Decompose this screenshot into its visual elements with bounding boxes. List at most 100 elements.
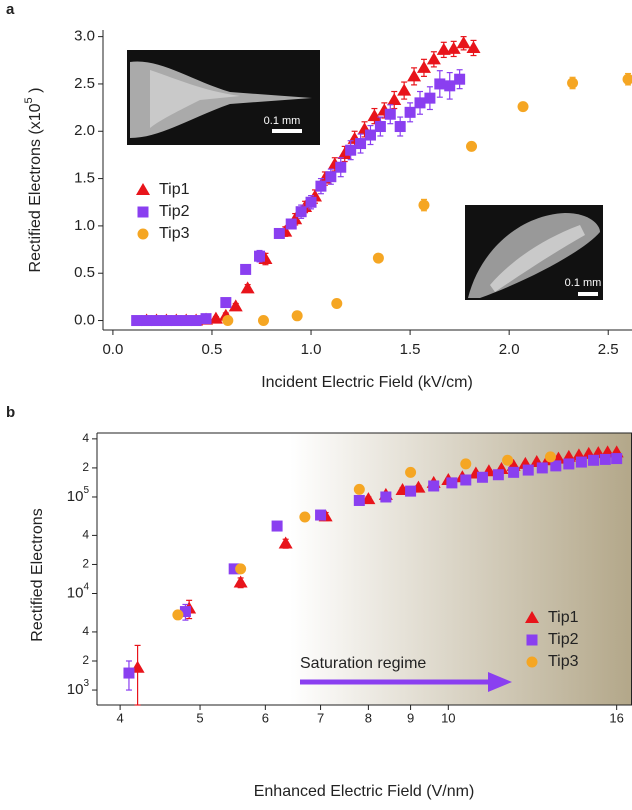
tick-exponent: 3: [83, 678, 89, 689]
circle-marker: [137, 228, 149, 240]
square-marker: [380, 491, 392, 503]
y-tick-label: 2: [82, 653, 89, 667]
x-tick-label: 7: [317, 710, 324, 725]
square-marker: [526, 634, 538, 646]
square-marker: [123, 667, 135, 679]
legend-label: Tip1: [548, 609, 579, 626]
triangle-marker: [278, 536, 293, 549]
triangle-marker: [436, 42, 451, 55]
y-tick-label: 104: [67, 581, 90, 601]
square-marker: [599, 453, 611, 465]
y-tick-label: 0.0: [74, 312, 95, 329]
square-marker: [240, 263, 252, 275]
square-marker: [404, 106, 416, 118]
scale-label: 0.1 mm: [565, 277, 602, 289]
legend-label: Tip2: [159, 203, 190, 220]
x-tick-label: 16: [609, 710, 623, 725]
square-marker: [384, 108, 396, 120]
circle-marker: [353, 483, 365, 495]
square-marker: [179, 606, 191, 618]
square-marker: [315, 509, 327, 521]
y-tick-label: 2.5: [74, 75, 95, 92]
circle-marker: [257, 315, 269, 327]
circle-marker: [544, 451, 556, 463]
square-marker: [190, 315, 202, 327]
tick-base: 10: [67, 488, 84, 505]
square-marker: [522, 464, 534, 476]
x-tick-label: 9: [407, 710, 414, 725]
triangle-marker: [387, 93, 402, 106]
square-marker: [550, 460, 562, 472]
x-tick-label: 10: [441, 710, 455, 725]
y-tick-label: 4: [82, 624, 89, 638]
panel-label: b: [6, 404, 15, 421]
x-tick-label: 6: [262, 710, 269, 725]
square-marker: [160, 315, 172, 327]
x-tick-label: 2.0: [499, 341, 520, 358]
square-marker: [563, 458, 575, 470]
x-tick-label: 0.5: [202, 341, 223, 358]
legend-label: Tip1: [159, 181, 190, 198]
square-marker: [180, 315, 192, 327]
triangle-marker: [361, 492, 376, 505]
x-tick-label: 1.5: [400, 341, 421, 358]
circle-marker: [622, 73, 632, 85]
circle-marker: [372, 252, 384, 264]
square-marker: [137, 206, 149, 218]
triangle-marker: [136, 183, 150, 195]
square-marker: [508, 466, 520, 478]
y-label-exponent: 5: [23, 97, 35, 103]
tick-base: 10: [67, 681, 84, 698]
square-marker: [414, 97, 426, 109]
inset-bottom: 0.1 mm: [465, 205, 603, 300]
circle-marker: [405, 466, 417, 478]
x-axis-label: Incident Electric Field (kV/cm): [261, 374, 473, 391]
square-marker: [454, 73, 466, 85]
y-tick-label: 105: [67, 485, 90, 505]
x-axis-label: Enhanced Electric Field (V/nm): [254, 783, 475, 800]
square-marker: [460, 474, 472, 486]
triangle-marker: [367, 109, 382, 122]
triangle-marker: [416, 60, 431, 73]
square-marker: [434, 78, 446, 90]
square-marker: [394, 121, 406, 133]
square-marker: [335, 161, 347, 173]
square-marker: [345, 144, 357, 156]
square-marker: [611, 453, 623, 465]
triangle-marker: [397, 83, 412, 96]
square-marker: [228, 563, 240, 575]
triangle-marker: [525, 611, 539, 623]
circle-marker: [235, 563, 247, 575]
square-marker: [374, 121, 386, 133]
square-marker: [131, 315, 143, 327]
y-axis-label: Rectified Electrons: [29, 508, 46, 641]
annotation: Saturation regime: [300, 655, 426, 672]
x-tick-label: 0.0: [102, 341, 123, 358]
y-label-text: Rectified Electrons (x10: [27, 103, 44, 272]
square-marker: [364, 129, 376, 141]
saturation-arrow: Saturation regime: [300, 655, 512, 692]
y-tick-label: 1.0: [74, 217, 95, 234]
square-marker: [150, 315, 162, 327]
triangle-marker: [407, 69, 422, 82]
panel-label: a: [6, 1, 15, 18]
circle-marker: [291, 310, 303, 322]
tick-base: 10: [67, 584, 84, 601]
triangle-marker: [228, 299, 243, 312]
triangle-marker: [337, 146, 352, 159]
circle-marker: [466, 140, 478, 152]
y-axis-label: Rectified Electrons (x105 ): [23, 88, 44, 273]
triangle-marker: [233, 575, 248, 588]
y-tick-label: 2.0: [74, 122, 95, 139]
square-marker: [315, 180, 327, 192]
square-marker: [170, 315, 182, 327]
square-marker: [405, 485, 417, 497]
circle-marker: [502, 454, 514, 466]
square-marker: [200, 313, 212, 325]
square-marker: [141, 315, 153, 327]
circle-marker: [299, 511, 311, 523]
x-tick-label: 5: [196, 710, 203, 725]
tick-exponent: 4: [83, 581, 89, 592]
triangle-marker: [240, 281, 255, 294]
